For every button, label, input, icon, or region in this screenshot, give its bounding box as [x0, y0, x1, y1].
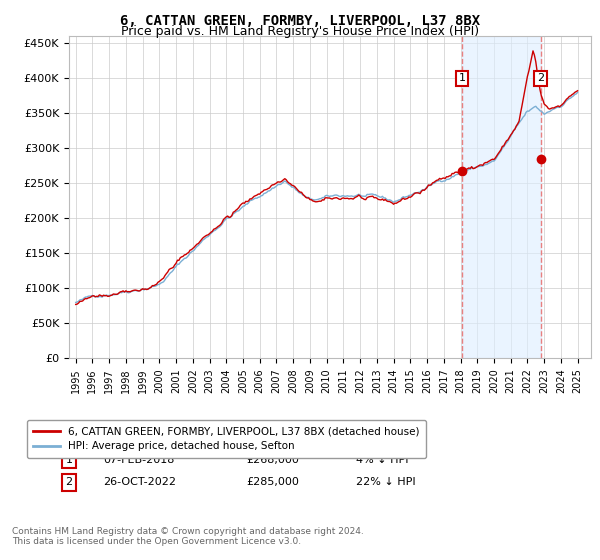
Bar — [462, 36, 541, 358]
Text: £285,000: £285,000 — [247, 477, 299, 487]
Text: Contains HM Land Registry data © Crown copyright and database right 2024.
This d: Contains HM Land Registry data © Crown c… — [12, 526, 364, 546]
Text: 2: 2 — [65, 477, 73, 487]
Text: 22% ↓ HPI: 22% ↓ HPI — [356, 477, 416, 487]
Text: 6, CATTAN GREEN, FORMBY, LIVERPOOL, L37 8BX: 6, CATTAN GREEN, FORMBY, LIVERPOOL, L37 … — [120, 14, 480, 28]
Text: 07-FEB-2018: 07-FEB-2018 — [103, 455, 175, 465]
Text: £268,000: £268,000 — [247, 455, 299, 465]
Text: 4% ↓ HPI: 4% ↓ HPI — [356, 455, 409, 465]
Text: 1: 1 — [65, 455, 73, 465]
Text: Price paid vs. HM Land Registry's House Price Index (HPI): Price paid vs. HM Land Registry's House … — [121, 25, 479, 38]
Text: 2: 2 — [537, 73, 544, 83]
Text: 26-OCT-2022: 26-OCT-2022 — [103, 477, 176, 487]
Legend: 6, CATTAN GREEN, FORMBY, LIVERPOOL, L37 8BX (detached house), HPI: Average price: 6, CATTAN GREEN, FORMBY, LIVERPOOL, L37 … — [27, 420, 425, 458]
Text: 1: 1 — [458, 73, 466, 83]
